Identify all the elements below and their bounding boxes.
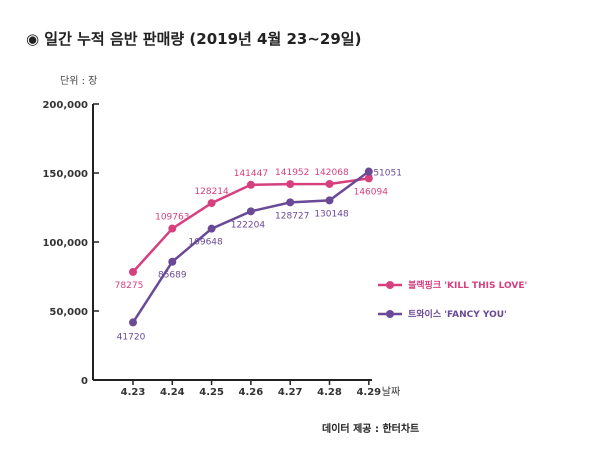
x-tick-label: 4.29 <box>356 387 381 398</box>
y-tick-label: 0 <box>81 376 88 387</box>
legend-marker <box>386 310 394 318</box>
data-point <box>207 224 216 233</box>
data-point <box>364 174 373 183</box>
data-point <box>168 257 177 266</box>
data-label: 146094 <box>354 187 389 197</box>
data-label: 151051 <box>368 169 402 179</box>
data-label: 41720 <box>117 332 146 342</box>
data-label: 85689 <box>158 271 187 281</box>
x-axis-label: 날짜 <box>382 386 400 398</box>
data-point <box>246 207 255 216</box>
data-point <box>364 167 373 176</box>
data-point <box>286 180 295 189</box>
data-point <box>129 318 137 327</box>
data-label: 122204 <box>231 220 266 230</box>
data-label: 142068 <box>314 168 349 178</box>
x-tick-label: 4.25 <box>199 387 224 398</box>
legend-entry: 블랙핑크 'KILL THIS LOVE' <box>408 279 527 291</box>
data-label: 109763 <box>155 213 189 223</box>
y-tick-label: 200,000 <box>42 100 88 111</box>
series-line <box>131 170 370 324</box>
x-tick-label: 4.24 <box>160 387 185 398</box>
data-label: 141447 <box>234 169 268 179</box>
data-label: 78275 <box>115 281 144 291</box>
y-tick-label: 150,000 <box>42 169 88 180</box>
chart-title: ◉ 일간 누적 음반 판매량 (2019년 4월 23~29일) <box>26 30 362 48</box>
data-point <box>325 196 334 205</box>
data-label: 109648 <box>188 238 223 248</box>
data-label: 141952 <box>275 168 309 178</box>
y-tick-label: 100,000 <box>42 238 88 249</box>
y-tick-label: 50,000 <box>49 307 88 318</box>
source-label: 데이터 제공 : 한터차트 <box>322 424 420 435</box>
x-tick-label: 4.26 <box>239 387 264 398</box>
x-tick-label: 4.23 <box>121 387 146 398</box>
data-point <box>286 198 295 207</box>
x-tick-label: 4.28 <box>317 387 342 398</box>
data-point <box>207 199 216 208</box>
data-label: 128214 <box>194 187 229 197</box>
legend-marker <box>386 281 394 289</box>
data-point <box>168 224 177 233</box>
data-point <box>325 179 334 188</box>
data-point <box>246 180 255 189</box>
data-label: 130148 <box>314 209 349 219</box>
x-tick-label: 4.27 <box>278 387 303 398</box>
data-label: 128727 <box>275 211 309 221</box>
unit-label: 단위 : 장 <box>60 76 98 87</box>
legend-entry: 트와이스 'FANCY YOU' <box>408 308 507 320</box>
data-point <box>129 267 137 276</box>
